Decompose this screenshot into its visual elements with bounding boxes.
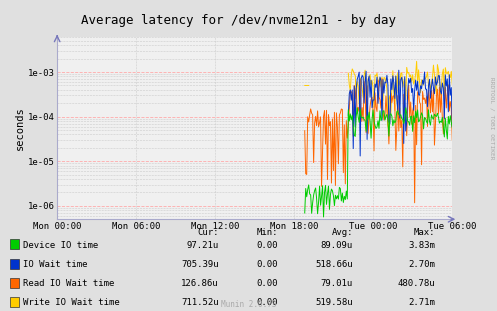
Text: 97.21u: 97.21u bbox=[186, 241, 219, 249]
Text: 518.66u: 518.66u bbox=[315, 260, 353, 269]
Text: 0.00: 0.00 bbox=[257, 241, 278, 249]
Text: 480.78u: 480.78u bbox=[397, 279, 435, 288]
Text: Avg:: Avg: bbox=[331, 228, 353, 237]
Text: Munin 2.0.73: Munin 2.0.73 bbox=[221, 300, 276, 309]
Text: 0.00: 0.00 bbox=[257, 260, 278, 269]
Text: RRDTOOL / TOBI OETIKER: RRDTOOL / TOBI OETIKER bbox=[490, 77, 495, 160]
Text: 79.01u: 79.01u bbox=[321, 279, 353, 288]
Text: IO Wait time: IO Wait time bbox=[23, 260, 87, 269]
Text: Min:: Min: bbox=[257, 228, 278, 237]
Text: 519.58u: 519.58u bbox=[315, 299, 353, 307]
Text: 2.70m: 2.70m bbox=[408, 260, 435, 269]
Text: 0.00: 0.00 bbox=[257, 279, 278, 288]
Text: 0.00: 0.00 bbox=[257, 299, 278, 307]
Text: 89.09u: 89.09u bbox=[321, 241, 353, 249]
Text: Max:: Max: bbox=[414, 228, 435, 237]
Text: 705.39u: 705.39u bbox=[181, 260, 219, 269]
Text: Device IO time: Device IO time bbox=[23, 241, 98, 249]
Text: Cur:: Cur: bbox=[197, 228, 219, 237]
Text: 711.52u: 711.52u bbox=[181, 299, 219, 307]
Text: 126.86u: 126.86u bbox=[181, 279, 219, 288]
Y-axis label: seconds: seconds bbox=[15, 106, 25, 150]
Text: 2.71m: 2.71m bbox=[408, 299, 435, 307]
Text: Average latency for /dev/nvme12n1 - by day: Average latency for /dev/nvme12n1 - by d… bbox=[81, 14, 396, 27]
Text: Write IO Wait time: Write IO Wait time bbox=[23, 299, 120, 307]
Text: Read IO Wait time: Read IO Wait time bbox=[23, 279, 114, 288]
Text: 3.83m: 3.83m bbox=[408, 241, 435, 249]
